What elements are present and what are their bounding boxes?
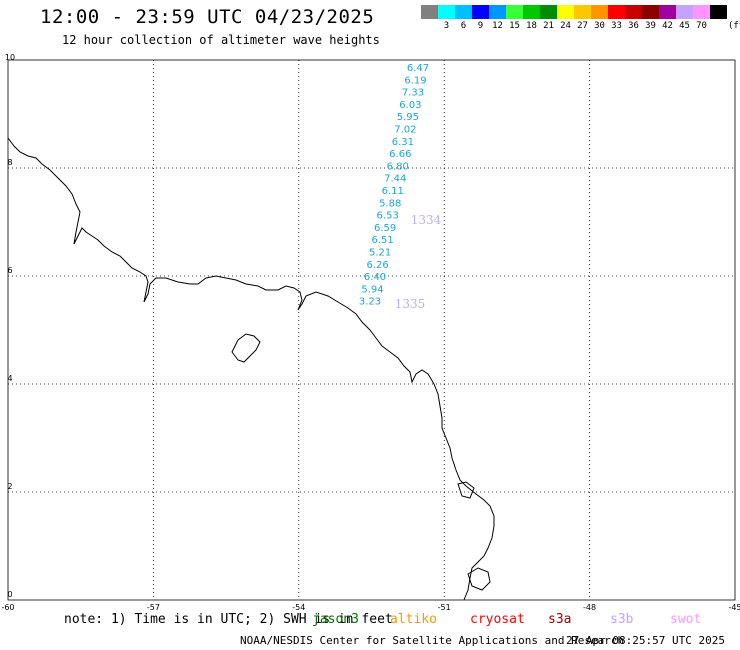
wave-track: 6.476.19 7.336.035.95 7.026.316.666.80 7.44…: [359, 63, 429, 308]
legend-label: 6: [460, 21, 467, 31]
satellite-name: jason3: [312, 612, 359, 627]
credit-text: NOAA/NESDIS Center for Satellite Applica…: [240, 634, 625, 647]
wave-height-label: 5.21: [369, 248, 391, 259]
lat-tick-label: 2: [7, 482, 12, 491]
legend-swatch: [591, 5, 608, 19]
legend-swatch: [489, 5, 506, 19]
wave-height-label: 6.53: [377, 211, 399, 222]
satellite-name: s3b: [610, 612, 634, 627]
wave-height-label: 5.95: [397, 112, 419, 123]
wave-height-label: 6.51: [371, 235, 393, 246]
legend-label: 15: [509, 21, 520, 31]
wave-height-label: 6.40: [364, 272, 386, 283]
legend-swatch: [608, 5, 625, 19]
legend-swatch: [557, 5, 574, 19]
legend-swatch: [693, 5, 710, 19]
island-marker: [457, 481, 475, 499]
wave-height-label: 6.66: [389, 149, 411, 160]
wave-height-label: 6.31: [392, 137, 414, 148]
south-america-coast: [7, 137, 495, 601]
legend-swatch: [421, 5, 438, 19]
units-note: note: 1) Time is in UTC; 2) SWH is in fe…: [64, 612, 393, 627]
legend-label: 39: [645, 21, 656, 31]
legend-label: 70: [696, 21, 707, 31]
timestamp-text: 27 Apr 08:25:57 UTC 2025: [566, 634, 725, 647]
legend-label: 18: [526, 21, 537, 31]
page-subtitle: 12 hour collection of altimeter wave hei…: [62, 33, 380, 47]
map-grid: [7, 59, 736, 601]
coastline: [7, 137, 495, 601]
island-marker: [467, 567, 491, 591]
wave-height-label: 3.23: [359, 297, 381, 308]
wave-height-label: 6.11: [382, 186, 404, 197]
legend-swatch: [574, 5, 591, 19]
wave-height-label: 7.33: [402, 88, 424, 99]
lat-tick-label: 4: [7, 374, 12, 383]
legend-swatch: [455, 5, 472, 19]
legend-swatch: [438, 5, 455, 19]
lon-tick-label: -60: [1, 603, 14, 612]
page-title: 12:00 - 23:59 UTC 04/23/2025: [40, 6, 375, 28]
legend-label: 42: [662, 21, 673, 31]
legend-label: 27: [577, 21, 588, 31]
lat-tick-label: 0: [7, 590, 12, 599]
legend-label: 9: [477, 21, 484, 31]
satellite-name: s3a: [548, 612, 572, 627]
satellite-name: swot: [670, 612, 702, 627]
lat-tick-label: 6: [7, 266, 12, 275]
wave-height-label: 5.88: [379, 198, 401, 209]
wave-height-label: 6.47: [407, 63, 429, 74]
island-marker: [231, 333, 261, 363]
legend-swatches: [421, 5, 740, 19]
legend-swatch: [506, 5, 523, 19]
legend-swatch: [540, 5, 557, 19]
map-ticks: -60 -57 -54 -51 -48 -45 0 2 4 6 8 10: [1, 53, 740, 612]
satellite-name: altiko: [390, 612, 437, 627]
legend-swatch: [710, 5, 727, 19]
legend-swatch: [523, 5, 540, 19]
wave-height-label: 7.44: [384, 174, 406, 185]
lat-tick-label: 10: [5, 53, 15, 62]
lon-tick-label: -57: [147, 603, 160, 612]
legend-label: 12: [492, 21, 503, 31]
map-frame: [7, 59, 736, 601]
legend-label: 21: [543, 21, 554, 31]
legend-swatch: [659, 5, 676, 19]
satellite-name: cryosat: [470, 612, 525, 627]
legend-label: 45: [679, 21, 690, 31]
wave-height-label: 6.80: [387, 161, 409, 172]
legend-swatch: [472, 5, 489, 19]
wave-height-label: 6.59: [374, 223, 396, 234]
lon-tick-label: -54: [292, 603, 305, 612]
legend-label: 24: [560, 21, 571, 31]
lon-tick-label: -51: [438, 603, 451, 612]
lon-tick-label: -48: [583, 603, 596, 612]
legend-label: 33: [611, 21, 622, 31]
legend-label: 3: [443, 21, 450, 31]
lon-tick-label: -45: [728, 603, 740, 612]
legend-label: 30: [594, 21, 605, 31]
legend-swatch: [676, 5, 693, 19]
wave-height-label: 5.94: [361, 284, 383, 295]
pass-number-label: 1334: [411, 213, 442, 227]
wave-height-label: 6.19: [404, 75, 426, 86]
wave-height-label: 7.02: [394, 125, 416, 136]
legend-swatch: [642, 5, 659, 19]
pass-labels: 1334 1335: [395, 213, 442, 311]
legend-unit: (ft): [728, 21, 740, 31]
pass-number-label: 1335: [395, 297, 426, 311]
legend-swatch: [625, 5, 642, 19]
lat-tick-label: 8: [7, 158, 12, 167]
wave-height-label: 6.26: [366, 260, 388, 271]
legend-label: 36: [628, 21, 639, 31]
wave-height-label: 6.03: [399, 100, 421, 111]
